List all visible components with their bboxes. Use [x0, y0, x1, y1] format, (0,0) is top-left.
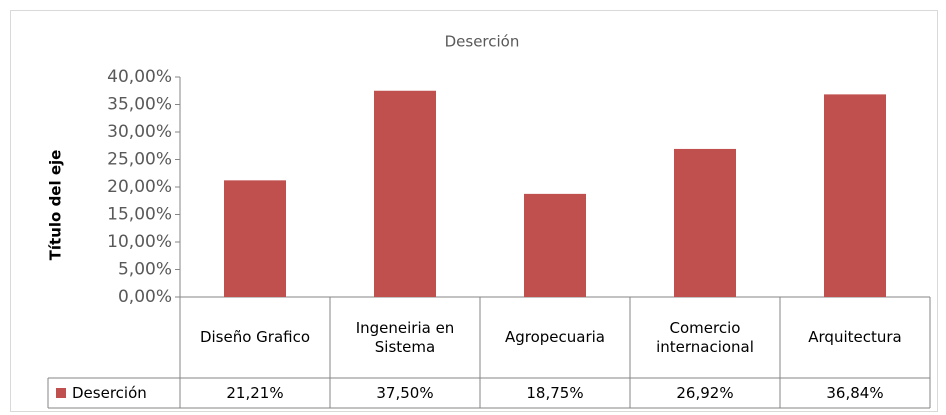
- y-tick-label: 35,00%: [107, 95, 172, 115]
- x-tick-label: Comercio internacional: [656, 318, 754, 356]
- data-label: 37,50%: [376, 383, 434, 402]
- data-label: 21,21%: [226, 383, 284, 402]
- bar: [524, 193, 586, 297]
- data-label: 36,84%: [826, 383, 884, 402]
- y-axis-label: Título del eje: [47, 150, 65, 261]
- bar: [224, 180, 286, 297]
- y-tick-label: 40,00%: [107, 67, 172, 87]
- data-label: 26,92%: [676, 383, 734, 402]
- bar: [674, 148, 736, 297]
- y-tick-label: 25,00%: [107, 150, 172, 170]
- y-tick-label: 30,00%: [107, 122, 172, 142]
- x-tick-label: Agropecuaria: [504, 328, 606, 346]
- y-tick-label: 10,00%: [107, 232, 172, 252]
- x-tick-label: Arquitectura: [808, 328, 902, 346]
- y-tick-label: 5,00%: [118, 260, 172, 280]
- legend-label: Deserción: [72, 383, 147, 402]
- y-tick-label: 0,00%: [118, 287, 172, 307]
- chart-border: [10, 10, 938, 412]
- x-tick-label: Diseño Grafico: [199, 328, 311, 346]
- bar: [824, 94, 886, 297]
- data-label: 18,75%: [526, 383, 584, 402]
- y-tick-label: 20,00%: [107, 177, 172, 197]
- chart-title: Deserción: [445, 33, 520, 51]
- x-tick-label: Ingeneiria en Sistema: [355, 318, 455, 356]
- y-tick-label: 15,00%: [107, 205, 172, 225]
- legend-key: [56, 388, 66, 398]
- bar: [374, 90, 436, 297]
